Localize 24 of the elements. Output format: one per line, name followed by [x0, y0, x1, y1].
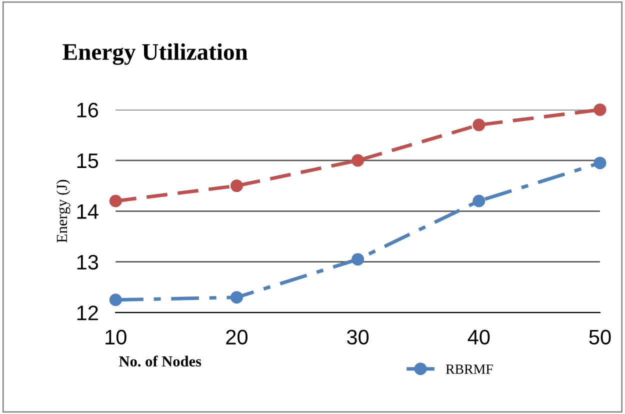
point — [230, 291, 243, 304]
x-tick-label: 50 — [589, 330, 611, 345]
x-tick-label: 40 — [468, 330, 490, 345]
point — [109, 294, 122, 306]
x-tick-label: 30 — [347, 330, 369, 345]
x-tick-label: 20 — [226, 330, 248, 345]
y-tick-label: 16 — [77, 102, 98, 118]
y-tick-label: 15 — [77, 154, 98, 168]
legend-label: RBRMF — [446, 364, 493, 374]
point — [352, 154, 364, 167]
x-tick-label: 10 — [106, 330, 126, 345]
point — [472, 118, 486, 132]
point — [594, 103, 606, 116]
chart-title: Energy Utilization — [62, 43, 248, 65]
point — [594, 156, 606, 170]
point — [230, 180, 243, 192]
point — [472, 194, 486, 208]
y-tick-label: 14 — [77, 204, 98, 219]
x-axis-title: No. of Nodes — [119, 356, 202, 367]
y-tick-label: 13 — [77, 254, 98, 270]
y-tick-label: 12 — [77, 306, 98, 320]
point — [352, 253, 364, 266]
point — [109, 194, 122, 208]
y-axis-title: Energy (J) — [56, 180, 70, 243]
